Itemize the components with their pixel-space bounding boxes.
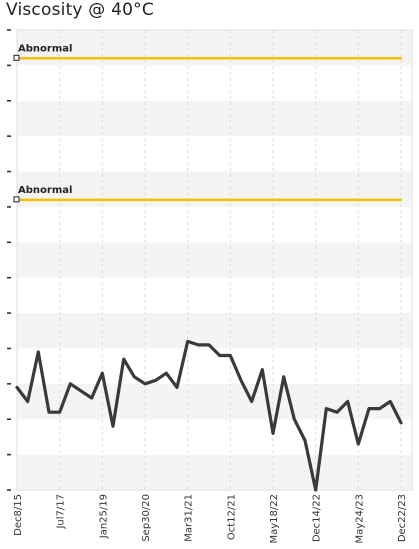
x-tick-label: Jul7/17 <box>56 494 67 530</box>
grid-band <box>17 206 412 243</box>
grid-band <box>17 30 412 66</box>
x-axis-labels: Dec8/15 Jul7/17 Jan25/19 Sep30/20 Mar31/21 Oc… <box>13 494 408 544</box>
grid-band <box>17 313 412 349</box>
vertical-gridlines <box>16 30 402 490</box>
grid-band <box>17 136 412 172</box>
x-tick-label: Dec22/23 <box>397 494 408 542</box>
grid-band <box>17 65 412 101</box>
x-tick-label: Oct12/21 <box>226 494 237 540</box>
grid-band <box>17 348 412 384</box>
grid-band <box>17 171 412 207</box>
threshold-label: Abnormal <box>18 185 72 196</box>
x-tick-label: May18/22 <box>269 494 280 544</box>
x-tick-label: May24/23 <box>354 494 365 544</box>
threshold-marker <box>13 196 20 203</box>
grid-band <box>17 277 412 314</box>
grid-band <box>17 454 412 490</box>
x-tick-label: Dec14/22 <box>312 494 323 542</box>
y-axis-ticks <box>7 29 11 491</box>
grid-bands <box>16 29 413 491</box>
x-tick-label: Jan25/19 <box>98 494 109 539</box>
x-tick-label: Dec8/15 <box>13 494 24 536</box>
threshold-lines: Abnormal Abnormal <box>13 43 402 203</box>
x-tick-label: Mar31/21 <box>184 494 195 542</box>
grid-band <box>17 419 412 455</box>
series-lines <box>15 339 403 492</box>
grid-band <box>17 100 412 137</box>
threshold-marker <box>13 54 20 61</box>
chart-title: Viscosity @ 40°C <box>6 0 154 20</box>
x-tick-label: Sep30/20 <box>141 494 152 542</box>
grid-band <box>17 242 412 278</box>
series-line <box>15 339 403 492</box>
threshold-label: Abnormal <box>18 43 72 54</box>
